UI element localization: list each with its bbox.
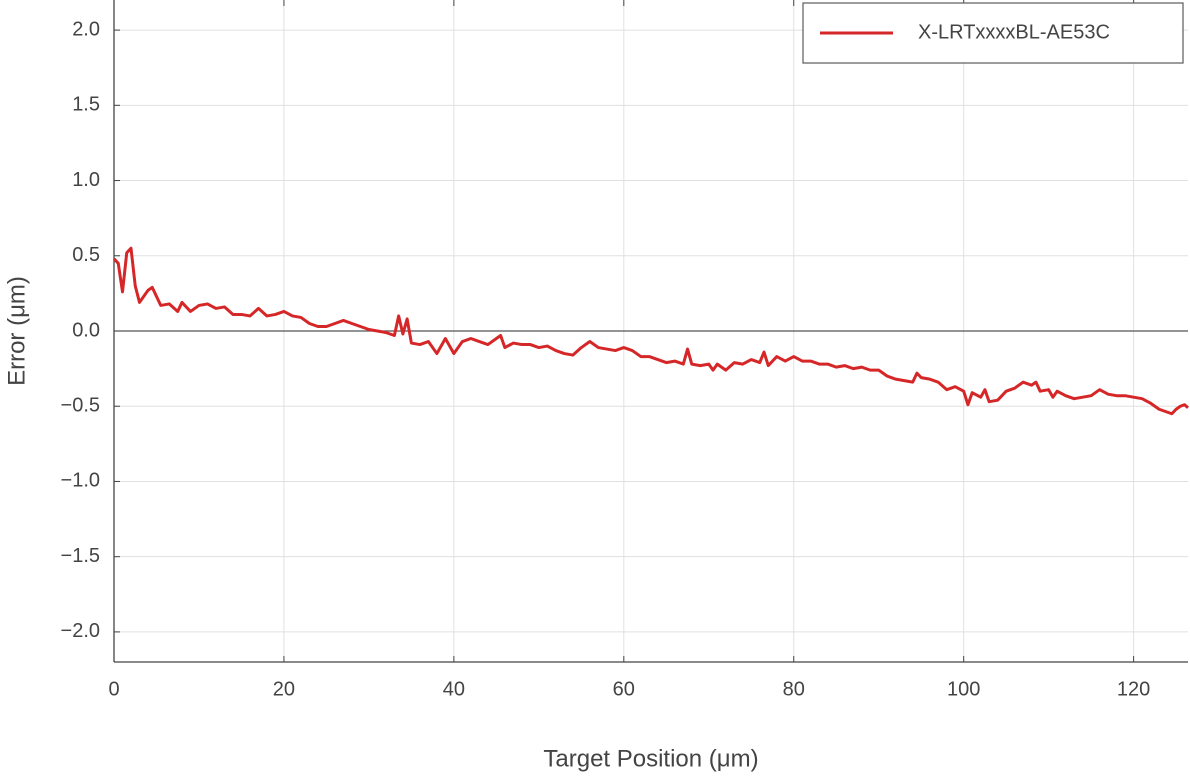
y-tick-label: 1.5 xyxy=(72,94,100,116)
y-tick-label: 0.5 xyxy=(72,244,100,266)
y-tick-label: 0.0 xyxy=(72,319,100,341)
x-tick-label: 60 xyxy=(613,678,635,700)
y-tick-label: −0.5 xyxy=(61,395,100,417)
x-tick-label: 0 xyxy=(108,678,119,700)
x-tick-label: 20 xyxy=(273,678,295,700)
x-tick-label: 100 xyxy=(947,678,980,700)
y-tick-label: −1.5 xyxy=(61,545,100,567)
legend-label: X-LRTxxxxBL-AE53C xyxy=(918,21,1110,43)
y-tick-label: 1.0 xyxy=(72,169,100,191)
x-tick-label: 40 xyxy=(443,678,465,700)
x-axis-title: Target Position (μm) xyxy=(543,745,758,772)
x-tick-label: 120 xyxy=(1117,678,1150,700)
x-tick-label: 80 xyxy=(783,678,805,700)
y-tick-label: −2.0 xyxy=(61,620,100,642)
y-axis-title: Error (μm) xyxy=(3,276,30,386)
y-tick-label: 2.0 xyxy=(72,18,100,40)
series-line xyxy=(112,246,1189,416)
y-tick-label: −1.0 xyxy=(61,470,100,492)
